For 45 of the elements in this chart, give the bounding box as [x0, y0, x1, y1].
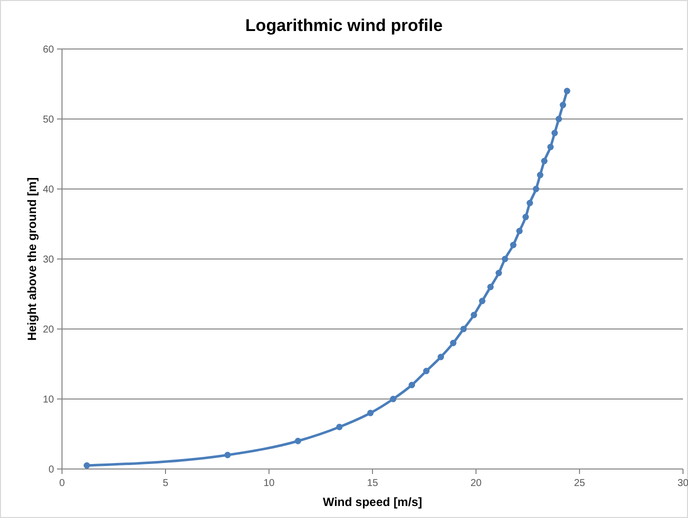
point	[564, 88, 570, 94]
point	[390, 396, 396, 402]
point	[496, 270, 502, 276]
point	[547, 144, 554, 150]
point	[536, 172, 544, 178]
x-axis-title: Wind speed [m/s]	[322, 495, 422, 509]
point	[479, 298, 486, 304]
x-tick-label: 25	[574, 478, 586, 489]
point	[408, 382, 416, 388]
point	[450, 340, 456, 346]
point	[526, 200, 534, 206]
point	[487, 284, 494, 290]
point	[502, 256, 508, 262]
y-tick-label: 20	[42, 324, 54, 336]
y-tick-label: 0	[48, 464, 54, 476]
point	[470, 312, 478, 318]
point	[460, 326, 467, 332]
y-tick-label: 30	[42, 254, 54, 266]
x-tick-label: 0	[59, 478, 66, 489]
y-axis-title: Height above the ground [m]	[25, 177, 39, 341]
x-tick-label: 20	[470, 478, 482, 489]
point	[560, 102, 566, 108]
point	[551, 130, 558, 136]
point	[556, 116, 562, 122]
x-tick-label: 5	[162, 478, 169, 489]
y-tick-label: 10	[42, 394, 54, 406]
point	[84, 462, 90, 469]
x-tick-label: 30	[677, 478, 688, 489]
point	[522, 214, 529, 220]
chart-title: Logarithmic wind profile	[245, 16, 443, 35]
y-tick-label: 50	[42, 114, 54, 126]
point	[224, 452, 231, 458]
point	[510, 242, 516, 248]
x-tick-label: 15	[366, 478, 378, 489]
point	[423, 368, 430, 374]
y-tick-label: 60	[42, 44, 54, 56]
point	[336, 424, 343, 430]
x-tick-label: 10	[263, 478, 275, 489]
point	[367, 410, 374, 416]
point	[541, 158, 548, 164]
y-tick-label: 40	[42, 184, 54, 196]
point	[516, 228, 523, 234]
point	[438, 354, 444, 360]
point	[532, 186, 540, 192]
point	[294, 438, 302, 444]
